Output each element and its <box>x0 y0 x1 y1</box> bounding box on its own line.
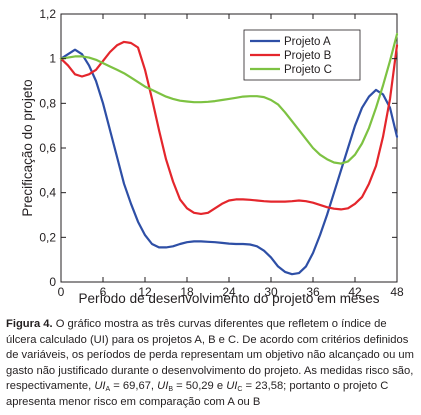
ui-a-symbol: UI <box>94 380 106 393</box>
ui-a-value: = 69,67, <box>110 380 158 393</box>
ui-c-symbol: UI <box>226 380 238 393</box>
ui-c-value: = 23,58; portanto o projeto C apresenta … <box>6 380 389 408</box>
x-tick-label: 18 <box>180 285 194 299</box>
y-tick-label: 1 <box>49 52 56 66</box>
line-chart: 0 6 12 18 24 30 36 42 48 0 0,2 0,4 0,6 0,8 1 1,2 Proje… <box>20 7 404 306</box>
x-axis-ticks: 0 6 12 18 24 30 36 42 48 <box>58 14 404 299</box>
series-lines <box>59 33 399 276</box>
ui-b-subscript: B <box>168 386 173 394</box>
x-tick-label: 12 <box>138 285 152 299</box>
caption-label: Figura 4. <box>6 318 53 330</box>
ui-b-symbol: UI <box>157 380 169 393</box>
y-axis-title: Precificação do projeto <box>20 79 35 216</box>
legend-label-c: Projeto C <box>284 64 332 76</box>
x-tick-label: 42 <box>348 285 362 299</box>
series-line-projeto-c <box>59 33 399 165</box>
y-axis-ticks: 0 0,2 0,4 0,6 0,8 1 1,2 <box>39 7 397 289</box>
series-line-projeto-b <box>59 40 399 215</box>
legend-label-b: Projeto B <box>284 50 332 62</box>
x-tick-label: 36 <box>306 285 320 299</box>
legend: Projeto A Projeto B Projeto C <box>243 29 361 81</box>
x-axis-title: Período de desenvolvimento do projeto em… <box>79 291 380 306</box>
x-tick-label: 48 <box>390 285 404 299</box>
x-tick-label: 24 <box>222 285 236 299</box>
x-tick-label: 30 <box>264 285 278 299</box>
x-tick-label: 6 <box>100 285 107 299</box>
series-line-projeto-a <box>59 48 399 276</box>
legend-label-a: Projeto A <box>284 36 331 48</box>
y-tick-label: 1,2 <box>39 7 56 21</box>
figure-caption: Figura 4. O gráfico mostra as três curva… <box>6 317 416 411</box>
y-tick-label: 0,2 <box>39 230 56 244</box>
x-tick-label: 0 <box>58 285 65 299</box>
caption-text-1: O gráfico mostra as três curvas diferent… <box>6 318 414 393</box>
ui-b-value: = 50,29 e <box>173 380 227 393</box>
y-tick-label: 0,8 <box>39 96 56 110</box>
ui-c-subscript: C <box>237 386 243 394</box>
y-tick-label: 0 <box>49 275 56 289</box>
ui-a-subscript: A <box>105 386 111 394</box>
y-tick-label: 0,4 <box>39 186 56 200</box>
y-tick-label: 0,6 <box>39 141 56 155</box>
